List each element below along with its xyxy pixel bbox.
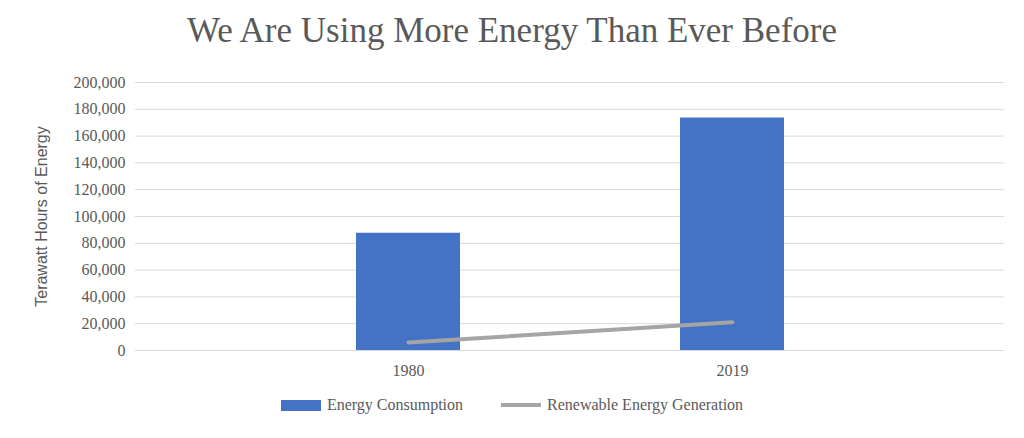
svg-text:100,000: 100,000 — [74, 208, 126, 225]
svg-text:1980: 1980 — [393, 362, 425, 379]
svg-text:160,000: 160,000 — [74, 127, 126, 144]
svg-text:2019: 2019 — [717, 362, 749, 379]
svg-text:20,000: 20,000 — [82, 315, 126, 332]
svg-text:200,000: 200,000 — [74, 74, 126, 91]
svg-text:40,000: 40,000 — [82, 288, 126, 305]
svg-text:0: 0 — [118, 342, 126, 359]
svg-text:180,000: 180,000 — [74, 100, 126, 117]
svg-text:80,000: 80,000 — [82, 234, 126, 251]
html-text:Energy Consumption: Energy Consumption — [326, 396, 463, 413]
html-text:We Are Using More Energy Than: We Are Using More Energy Than Ever Befor… — [187, 11, 837, 50]
svg-text:60,000: 60,000 — [82, 261, 126, 278]
svg-text:120,000: 120,000 — [74, 181, 126, 198]
svg-text:140,000: 140,000 — [74, 154, 126, 171]
svg-text:Terawatt Hours of Energy: Terawatt Hours of Energy — [33, 126, 50, 307]
html-text:Renewable Energy Generation: Renewable Energy Generation — [547, 396, 744, 413]
